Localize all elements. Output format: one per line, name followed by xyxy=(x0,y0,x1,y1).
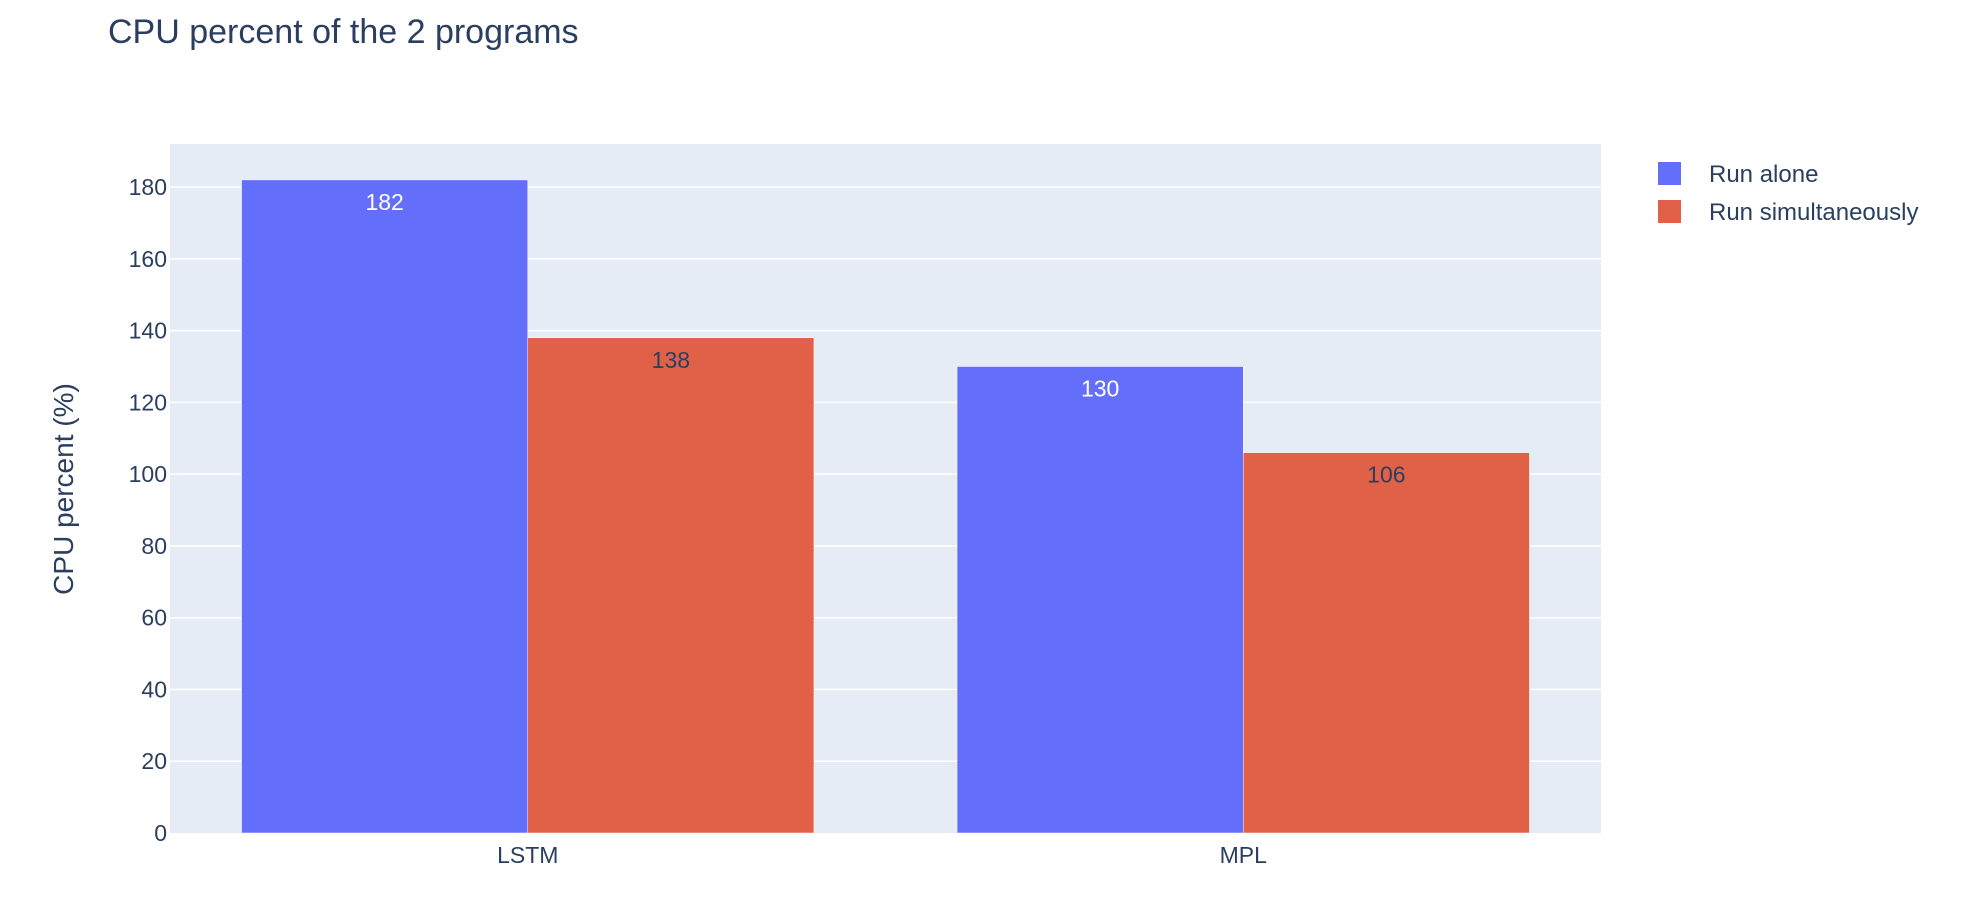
bar-mpl-1[interactable] xyxy=(1243,452,1530,834)
y-tick-label: 80 xyxy=(141,533,167,559)
bar-value-label: 106 xyxy=(1367,462,1405,488)
bar-labels: 182 138 130 106 xyxy=(365,189,1405,488)
y-tick-label: 140 xyxy=(129,318,167,344)
y-tick-label: 40 xyxy=(141,676,167,702)
legend-label: Run simultaneously xyxy=(1709,199,1918,226)
legend[interactable]: Run alone Run simultaneously xyxy=(1658,161,1918,226)
y-tick-label: 180 xyxy=(129,174,167,200)
y-tick-label: 120 xyxy=(129,389,167,415)
bar-mpl-0[interactable] xyxy=(956,366,1244,834)
x-tick-label: MPL xyxy=(1220,842,1268,868)
legend-label: Run alone xyxy=(1709,161,1818,188)
bars xyxy=(241,179,1530,834)
chart-title: CPU percent of the 2 programs xyxy=(108,13,579,51)
y-axis-ticks: 0 20 40 60 80 100 120 140 160 180 xyxy=(129,174,167,846)
x-tick-label: LSTM xyxy=(497,842,558,868)
bar-lstm-1[interactable] xyxy=(527,337,815,834)
bar-value-label: 182 xyxy=(365,189,403,215)
bar-value-label: 138 xyxy=(652,347,690,373)
legend-swatch xyxy=(1658,200,1681,223)
y-tick-label: 100 xyxy=(129,461,167,487)
x-axis-ticks: LSTM MPL xyxy=(497,842,1267,868)
bar-value-label: 130 xyxy=(1081,375,1119,401)
y-tick-label: 60 xyxy=(141,605,167,631)
bar-lstm-0[interactable] xyxy=(241,179,529,834)
y-tick-label: 0 xyxy=(154,820,167,846)
legend-swatch xyxy=(1658,162,1681,185)
y-tick-label: 160 xyxy=(129,246,167,272)
legend-item[interactable]: Run alone xyxy=(1658,161,1818,188)
y-tick-label: 20 xyxy=(141,748,167,774)
legend-item[interactable]: Run simultaneously xyxy=(1658,199,1918,226)
y-axis-title: CPU percent (%) xyxy=(48,383,79,595)
